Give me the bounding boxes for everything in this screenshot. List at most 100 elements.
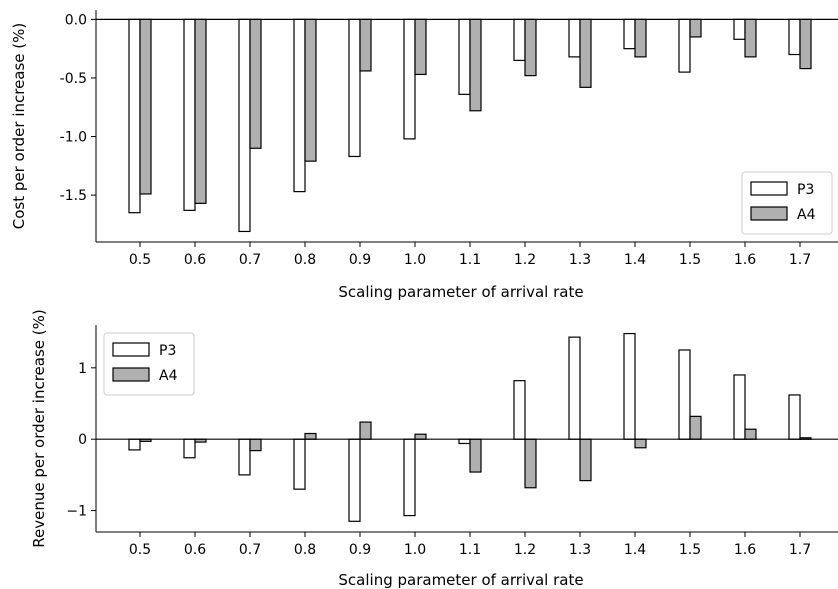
x-tick-label: 1.3 (569, 252, 591, 268)
x-tick-label: 1.6 (734, 252, 756, 268)
revenue-p3-bar-0.5 (128, 438, 141, 451)
cost-a4-bar-1.1 (469, 18, 482, 112)
revenue-a4-bar-1.3 (579, 438, 592, 482)
x-tick-label: 1.0 (404, 542, 426, 558)
cost-a4-bar-1.4 (634, 18, 647, 58)
cost-a4-bar-0.8 (304, 18, 317, 162)
x-tick-label: 1.3 (569, 542, 591, 558)
x-tick-label: 1.7 (789, 542, 811, 558)
legend-label-a4: A4 (797, 207, 816, 223)
cost-p3-bar-0.9 (348, 18, 361, 158)
revenue-p3-bar-1.2 (513, 380, 526, 440)
revenue-p3-bar-0.7 (238, 438, 251, 476)
revenue-a4-bar-1.6 (744, 428, 757, 440)
legend-label-a4: A4 (159, 368, 178, 384)
revenue-a4-bar-1.4 (634, 438, 647, 449)
revenue-y-ticks: 1 0 −1 (66, 361, 96, 520)
y-tick-label: -1.5 (60, 188, 87, 204)
revenue-a4-bar-1.2 (524, 438, 537, 489)
y-tick-label: 1 (78, 361, 87, 377)
cost-legend: P3 A4 (741, 171, 833, 235)
cost-chart: 0.0 -0.5 -1.0 -1.5 0.5 0.6 0.7 0.8 0.9 1.0 1.1 1.2… (10, 10, 838, 301)
revenue-chart: 1 0 −1 0.5 0.6 0.7 0.8 0.9 1.0 1.1 1.2 1.3 1.4 1.5 1.… (30, 309, 838, 589)
revenue-y-axis-label: Revenue per order increase (%) (30, 309, 48, 548)
x-tick-label: 0.7 (239, 252, 261, 268)
legend-swatch-p3 (112, 342, 150, 357)
cost-x-ticks: 0.5 0.6 0.7 0.8 0.9 1.0 1.1 1.2 1.3 1.4 1.5 1.6 1.7 (129, 242, 811, 268)
x-tick-label: 0.6 (184, 252, 206, 268)
cost-p3-bar-1.0 (403, 18, 416, 140)
cost-p3-bar-1.6 (733, 18, 746, 40)
x-tick-label: 0.9 (349, 252, 371, 268)
revenue-p3-bar-1.0 (403, 438, 416, 517)
cost-p3-bar-1.2 (513, 18, 526, 61)
x-tick-label: 0.8 (294, 252, 316, 268)
revenue-p3-bar-1.5 (678, 349, 691, 440)
revenue-p3-bar-1.7 (788, 394, 801, 440)
revenue-bars (128, 332, 812, 522)
revenue-legend: P3 A4 (103, 332, 195, 396)
cost-p3-bar-1.4 (623, 18, 636, 50)
x-tick-label: 1.1 (459, 252, 481, 268)
cost-y-axis-label: Cost per order increase (%) (10, 23, 28, 230)
legend-frame (741, 171, 833, 235)
y-tick-label: 0.0 (65, 12, 87, 28)
x-tick-label: 1.2 (514, 252, 536, 268)
x-tick-label: 1.0 (404, 252, 426, 268)
y-tick-label: -0.5 (60, 71, 87, 87)
x-tick-label: 0.7 (239, 542, 261, 558)
revenue-p3-bar-1.3 (568, 336, 581, 440)
x-tick-label: 1.2 (514, 542, 536, 558)
cost-bars (128, 18, 812, 233)
cost-a4-bar-1.3 (579, 18, 592, 88)
cost-a4-bar-1.6 (744, 18, 757, 58)
cost-p3-bar-0.8 (293, 18, 306, 193)
cost-p3-bar-1.5 (678, 18, 691, 73)
revenue-x-axis-label: Scaling parameter of arrival rate (338, 571, 583, 589)
revenue-a4-bar-0.7 (249, 438, 262, 452)
x-tick-label: 0.5 (129, 252, 151, 268)
x-tick-label: 1.6 (734, 542, 756, 558)
revenue-p3-bar-1.4 (623, 332, 636, 440)
cost-p3-bar-1.7 (788, 18, 801, 56)
y-tick-label: 0 (78, 432, 87, 448)
revenue-p3-bar-0.8 (293, 438, 306, 490)
y-tick-label: −1 (66, 504, 87, 520)
cost-a4-bar-1.5 (689, 18, 702, 38)
cost-p3-bar-0.6 (183, 18, 196, 211)
cost-y-ticks: 0.0 -0.5 -1.0 -1.5 (60, 12, 96, 204)
revenue-a4-bar-1.0 (414, 433, 427, 440)
x-tick-label: 0.8 (294, 542, 316, 558)
x-tick-label: 0.9 (349, 542, 371, 558)
cost-p3-bar-1.1 (458, 18, 471, 95)
cost-p3-bar-0.5 (128, 18, 141, 214)
cost-x-axis-label: Scaling parameter of arrival rate (338, 283, 583, 301)
cost-a4-bar-1.2 (524, 18, 537, 77)
legend-frame (103, 332, 195, 396)
x-tick-label: 1.5 (679, 542, 701, 558)
y-tick-label: -1.0 (60, 130, 87, 146)
cost-a4-bar-0.6 (194, 18, 207, 204)
legend-swatch-a4 (112, 367, 150, 382)
legend-label-p3: P3 (797, 182, 814, 198)
legend-label-p3: P3 (159, 343, 176, 359)
cost-a4-bar-1.0 (414, 18, 427, 76)
revenue-a4-bar-1.1 (469, 438, 482, 473)
revenue-x-ticks: 0.5 0.6 0.7 0.8 0.9 1.0 1.1 1.2 1.3 1.4 1.5 1.6 1.7 (129, 532, 811, 558)
cost-a4-bar-0.7 (249, 18, 262, 149)
legend-swatch-p3 (750, 181, 788, 196)
x-tick-label: 0.5 (129, 542, 151, 558)
revenue-a4-bar-0.9 (359, 421, 372, 440)
x-tick-label: 1.7 (789, 252, 811, 268)
cost-a4-bar-1.7 (799, 18, 812, 70)
revenue-a4-bar-0.8 (304, 432, 317, 440)
cost-a4-bar-0.5 (139, 18, 152, 195)
x-tick-label: 1.4 (624, 542, 646, 558)
cost-p3-bar-0.7 (238, 18, 251, 233)
revenue-p3-bar-1.1 (458, 438, 471, 445)
revenue-p3-bar-1.6 (733, 374, 746, 440)
x-tick-label: 1.1 (459, 542, 481, 558)
revenue-a4-bar-1.5 (689, 415, 702, 440)
revenue-p3-bar-0.6 (183, 438, 196, 459)
